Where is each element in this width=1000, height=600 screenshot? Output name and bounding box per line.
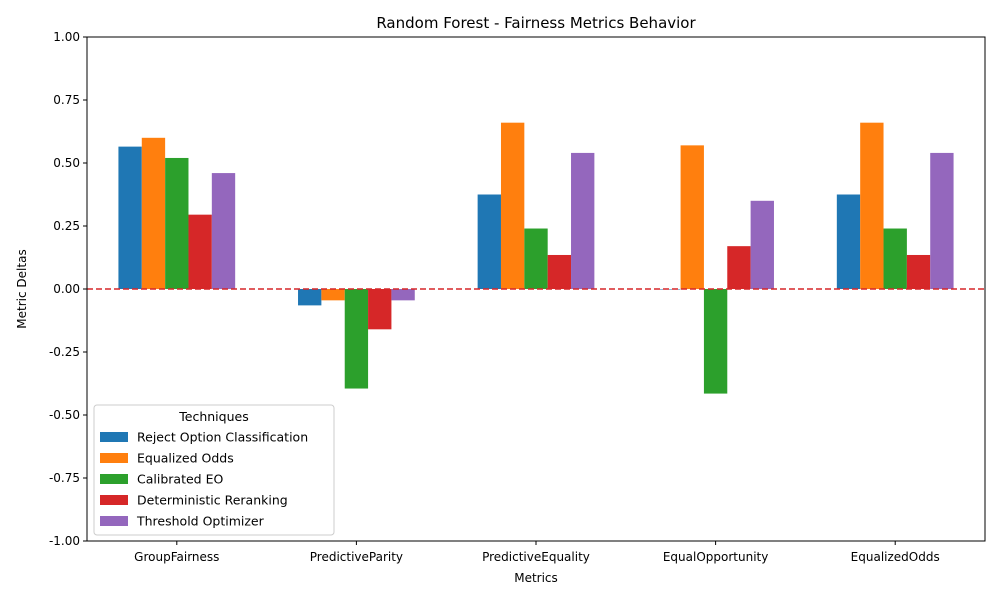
bar-GroupFairness-reject-option-classification — [118, 146, 142, 289]
x-tick-label: PredictiveParity — [310, 550, 403, 564]
bar-PredictiveEquality-equalized-odds — [500, 122, 525, 290]
y-tick-label: 0.00 — [53, 282, 80, 296]
bar-EqualizedOdds-deterministic-reranking — [906, 254, 931, 289]
y-tick-label: -1.00 — [49, 534, 80, 548]
legend-items: Reject Option Classification Equalized Od… — [100, 430, 308, 529]
y-tick-label: -0.25 — [49, 345, 80, 359]
bar-PredictiveParity-reject-option-classification — [298, 289, 322, 306]
bars-group — [118, 122, 954, 394]
bar-PredictiveParity-threshold-optimizer — [391, 289, 415, 301]
legend-swatch — [100, 516, 128, 526]
chart-title: Random Forest - Fairness Metrics Behavio… — [376, 14, 696, 32]
bar-GroupFairness-threshold-optimizer — [211, 173, 236, 289]
bar-EqualizedOdds-reject-option-classification — [836, 194, 861, 289]
x-tick-label: EqualOpportunity — [663, 550, 769, 564]
legend-item-label: Equalized Odds — [137, 451, 234, 466]
x-axis: GroupFairness PredictiveParity PredictiveE… — [134, 541, 940, 564]
x-axis-label: Metrics — [514, 571, 558, 585]
legend-item-label: Deterministic Reranking — [137, 493, 288, 508]
bar-PredictiveEquality-threshold-optimizer — [571, 152, 595, 289]
bar-EqualOpportunity-deterministic-reranking — [727, 246, 751, 289]
x-tick-label: EqualizedOdds — [851, 550, 940, 564]
legend-title: Techniques — [178, 409, 248, 424]
bar-PredictiveEquality-reject-option-classification — [477, 194, 501, 289]
bar-EqualOpportunity-calibrated-eo — [703, 289, 728, 394]
bar-GroupFairness-calibrated-eo — [165, 157, 189, 289]
legend-item-label: Threshold Optimizer — [136, 514, 265, 529]
legend-swatch — [100, 495, 128, 505]
bar-EqualizedOdds-calibrated-eo — [883, 228, 907, 289]
bar-PredictiveEquality-deterministic-reranking — [547, 254, 572, 289]
bar-EqualOpportunity-threshold-optimizer — [750, 200, 774, 289]
y-tick-label: -0.75 — [49, 471, 80, 485]
bar-PredictiveParity-deterministic-reranking — [368, 289, 392, 330]
bar-GroupFairness-equalized-odds — [141, 137, 166, 289]
x-tick-label: GroupFairness — [134, 550, 219, 564]
legend-swatch — [100, 474, 128, 484]
y-tick-label: 0.25 — [53, 219, 80, 233]
legend-item-label: Reject Option Classification — [137, 430, 308, 445]
y-axis: -1.00 -0.75 -0.50 -0.25 0.00 0.25 0.50 0.75 1.00 — [49, 30, 87, 548]
legend-box — [93, 404, 335, 536]
y-tick-label: 0.75 — [53, 93, 80, 107]
bar-EqualizedOdds-equalized-odds — [860, 122, 884, 290]
bar-EqualOpportunity-equalized-odds — [680, 145, 704, 289]
bar-EqualizedOdds-threshold-optimizer — [930, 152, 954, 289]
legend-item-label: Calibrated EO — [137, 472, 223, 487]
x-tick-label: PredictiveEquality — [482, 550, 590, 564]
y-axis-label: Metric Deltas — [15, 249, 29, 328]
bar-PredictiveEquality-calibrated-eo — [524, 228, 548, 289]
bar-PredictiveParity-calibrated-eo — [344, 289, 369, 389]
legend-swatch — [100, 432, 128, 442]
legend-swatch — [100, 453, 128, 463]
bar-GroupFairness-deterministic-reranking — [188, 214, 212, 289]
legend[interactable]: Techniques Reject Option Classification E… — [93, 404, 335, 536]
y-tick-label: 0.50 — [53, 156, 80, 170]
bar-PredictiveParity-equalized-odds — [321, 289, 345, 301]
y-tick-label: -0.50 — [49, 408, 80, 422]
y-tick-label: 1.00 — [53, 30, 80, 44]
